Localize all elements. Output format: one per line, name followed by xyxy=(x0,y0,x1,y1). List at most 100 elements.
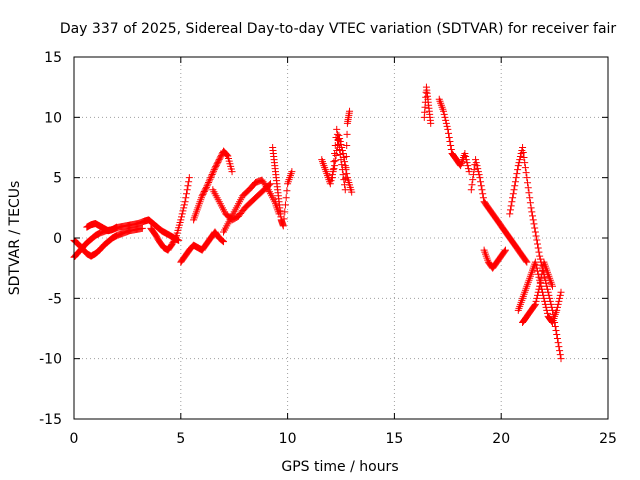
data-point-interp xyxy=(473,162,481,170)
data-point-interp xyxy=(443,122,451,130)
data-point-interp xyxy=(479,194,487,202)
data-point-interp xyxy=(334,135,342,143)
x-tick-label: 25 xyxy=(599,431,617,447)
data-point xyxy=(465,168,473,176)
data-point xyxy=(328,174,336,182)
data-point-interp xyxy=(342,175,350,183)
data-point-interp xyxy=(207,172,215,180)
data-point-interp xyxy=(524,179,532,187)
data-point xyxy=(444,125,452,133)
data-point xyxy=(267,180,275,188)
data-point-interp xyxy=(529,216,537,224)
data-point-interp xyxy=(521,159,529,167)
data-point-interp xyxy=(552,327,560,335)
data-point xyxy=(337,156,345,164)
data-point xyxy=(228,168,236,176)
data-point-interp xyxy=(479,190,487,198)
data-point-interp xyxy=(440,110,448,118)
data-point xyxy=(531,258,539,266)
data-point-interp xyxy=(342,164,350,172)
data-point xyxy=(326,180,334,188)
data-point-interp xyxy=(182,190,190,198)
data-point-interp xyxy=(179,207,187,215)
data-point-interp xyxy=(182,194,190,202)
data-point xyxy=(557,355,565,363)
y-tick-label: -10 xyxy=(39,352,62,368)
data-point-interp xyxy=(209,169,217,177)
data-point-interp xyxy=(524,184,532,192)
data-point-interp xyxy=(555,343,563,351)
data-point-interp xyxy=(338,147,346,155)
data-point xyxy=(202,183,210,191)
data-point-interp xyxy=(534,288,542,296)
data-point-interp xyxy=(534,244,542,252)
data-point xyxy=(333,125,341,133)
data-point-interp xyxy=(538,270,546,278)
data-point-interp xyxy=(218,236,226,244)
data-point xyxy=(461,150,469,158)
data-point-interp xyxy=(204,180,212,188)
data-point-interp xyxy=(525,189,533,197)
data-point xyxy=(531,228,539,236)
data-point xyxy=(472,156,480,164)
y-tick-label: -15 xyxy=(39,412,62,428)
data-point xyxy=(536,252,544,260)
data-point xyxy=(181,198,189,206)
data-point xyxy=(427,119,435,127)
data-point-interp xyxy=(556,294,564,302)
data-point xyxy=(540,294,548,302)
data-point xyxy=(506,210,514,218)
data-point-interp xyxy=(516,153,524,161)
data-point xyxy=(514,162,522,170)
data-point-interp xyxy=(281,208,289,216)
data-point-interp xyxy=(447,146,455,154)
data-point-interp xyxy=(533,294,541,302)
data-point-interp xyxy=(541,300,549,308)
data-point-interp xyxy=(341,181,349,189)
y-tick-label: 5 xyxy=(53,171,62,187)
data-point-interp xyxy=(329,166,337,174)
data-point xyxy=(348,188,356,196)
data-point-interp xyxy=(534,291,542,299)
data-point xyxy=(288,168,296,176)
data-point-interp xyxy=(339,171,347,179)
data-point-interp xyxy=(526,194,534,202)
data-point-interp xyxy=(507,202,515,210)
data-point-interp xyxy=(509,190,517,198)
data-point-interp xyxy=(338,161,346,169)
data-point-interp xyxy=(551,322,559,330)
data-point-interp xyxy=(501,247,509,255)
data-point-interp xyxy=(533,264,541,272)
x-tick-label: 20 xyxy=(492,431,510,447)
data-point-interp xyxy=(263,184,271,192)
data-point-interp xyxy=(342,153,350,161)
data-point-interp xyxy=(509,194,517,202)
data-point xyxy=(553,331,561,339)
data-point-interp xyxy=(511,178,519,186)
data-point-interp xyxy=(543,309,551,317)
data-point-interp xyxy=(205,178,213,186)
data-point xyxy=(341,186,349,194)
data-point xyxy=(138,224,146,232)
data-point-interp xyxy=(281,201,289,209)
data-point xyxy=(536,282,544,290)
data-point-interp xyxy=(508,198,516,206)
data-point-interp xyxy=(336,146,344,154)
data-point-interp xyxy=(203,182,211,190)
data-point-interp xyxy=(531,224,539,232)
data-point xyxy=(220,238,228,246)
data-point-interp xyxy=(513,170,521,178)
data-point-interp xyxy=(554,300,562,308)
data-point-interp xyxy=(533,236,541,244)
data-point xyxy=(523,174,531,182)
x-tick-label: 15 xyxy=(385,431,403,447)
data-point-interp xyxy=(442,116,450,124)
data-point-interp xyxy=(464,165,472,173)
data-point-interp xyxy=(205,177,213,185)
data-point-interp xyxy=(462,153,470,161)
data-point-interp xyxy=(536,278,544,286)
data-point-interp xyxy=(477,182,485,190)
data-point-interp xyxy=(531,301,539,309)
axis-ticks: 0 5 10 15 20 25 -15 -10 -5 0 5 10 15 xyxy=(39,50,617,447)
